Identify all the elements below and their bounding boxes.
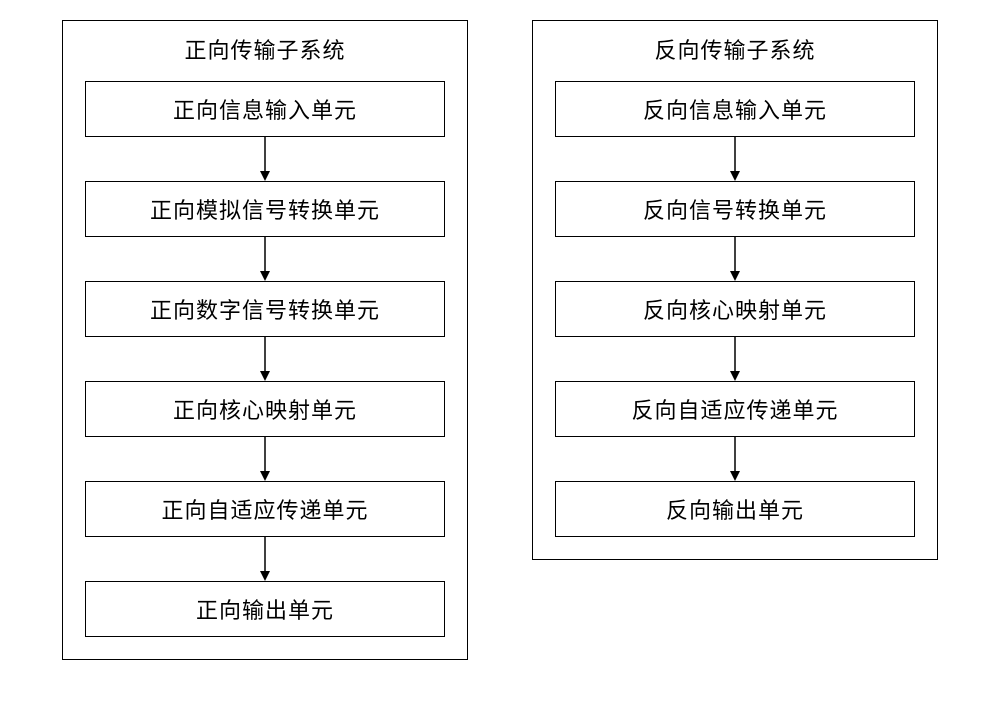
flow-node: 正向自适应传递单元 <box>85 481 445 537</box>
flow-node: 正向输出单元 <box>85 581 445 637</box>
flow-node: 正向模拟信号转换单元 <box>85 181 445 237</box>
flow-node: 正向数字信号转换单元 <box>85 281 445 337</box>
arrow-down-icon <box>258 237 272 281</box>
flow-node: 反向信息输入单元 <box>555 81 915 137</box>
flow-node: 正向信息输入单元 <box>85 81 445 137</box>
flow-node: 反向自适应传递单元 <box>555 381 915 437</box>
arrow-down-icon <box>728 137 742 181</box>
arrow-down-icon <box>258 337 272 381</box>
arrow-down-icon <box>728 337 742 381</box>
forward-subsystem-panel: 正向传输子系统 正向信息输入单元 正向模拟信号转换单元 正向数字信号转换单元 正… <box>62 20 468 660</box>
forward-panel-title: 正向传输子系统 <box>184 33 345 65</box>
arrow-down-icon <box>258 437 272 481</box>
flow-node: 反向信号转换单元 <box>555 181 915 237</box>
arrow-down-icon <box>258 537 272 581</box>
arrow-down-icon <box>728 437 742 481</box>
reverse-subsystem-panel: 反向传输子系统 反向信息输入单元 反向信号转换单元 反向核心映射单元 反向自适应… <box>532 20 938 560</box>
arrow-down-icon <box>728 237 742 281</box>
flow-node: 正向核心映射单元 <box>85 381 445 437</box>
flow-node: 反向输出单元 <box>555 481 915 537</box>
arrow-down-icon <box>258 137 272 181</box>
flow-node: 反向核心映射单元 <box>555 281 915 337</box>
reverse-panel-title: 反向传输子系统 <box>654 33 815 65</box>
